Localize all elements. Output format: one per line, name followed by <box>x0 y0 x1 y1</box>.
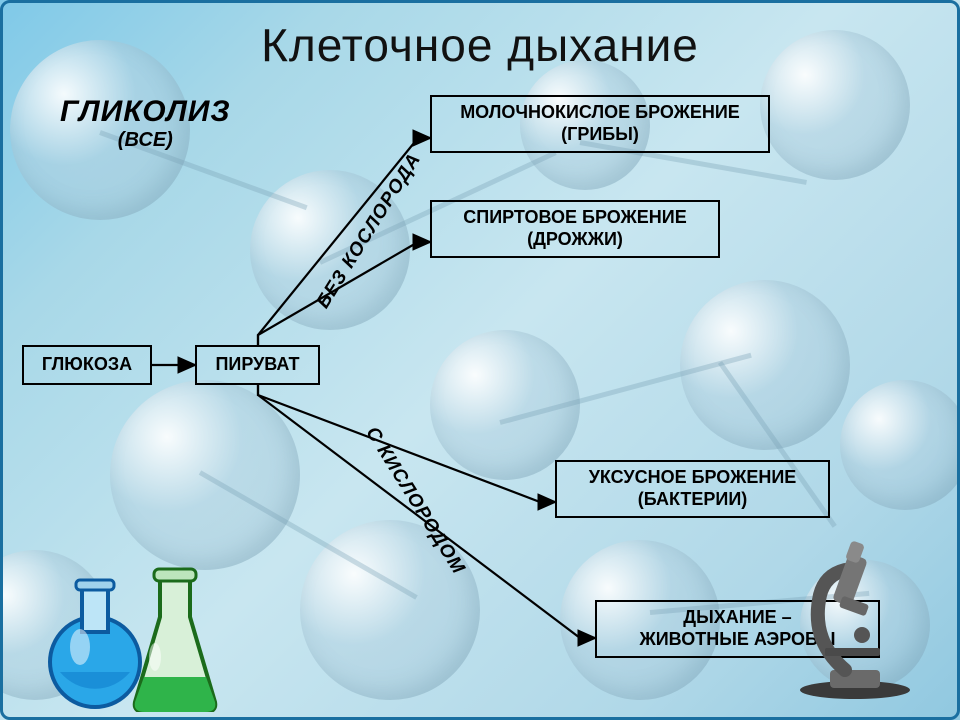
microscope-icon <box>790 540 920 700</box>
glycolysis-heading: ГЛИКОЛИЗ (ВСЕ) <box>60 95 231 152</box>
node-glucose: ГЛЮКОЗА <box>22 345 152 385</box>
node-acetic: УКСУСНОЕ БРОЖЕНИЕ(БАКТЕРИИ) <box>555 460 830 518</box>
node-lactic: МОЛОЧНОКИСЛОЕ БРОЖЕНИЕ(ГРИБЫ) <box>430 95 770 153</box>
node-pyruvate: ПИРУВАТ <box>195 345 320 385</box>
glycolysis-label: ГЛИКОЛИЗ <box>60 95 231 129</box>
flasks-icon <box>30 542 230 712</box>
node-alcohol: СПИРТОВОЕ БРОЖЕНИЕ(ДРОЖЖИ) <box>430 200 720 258</box>
glycolysis-sub: (ВСЕ) <box>60 129 231 152</box>
slide-title: Клеточное дыхание <box>0 18 960 72</box>
